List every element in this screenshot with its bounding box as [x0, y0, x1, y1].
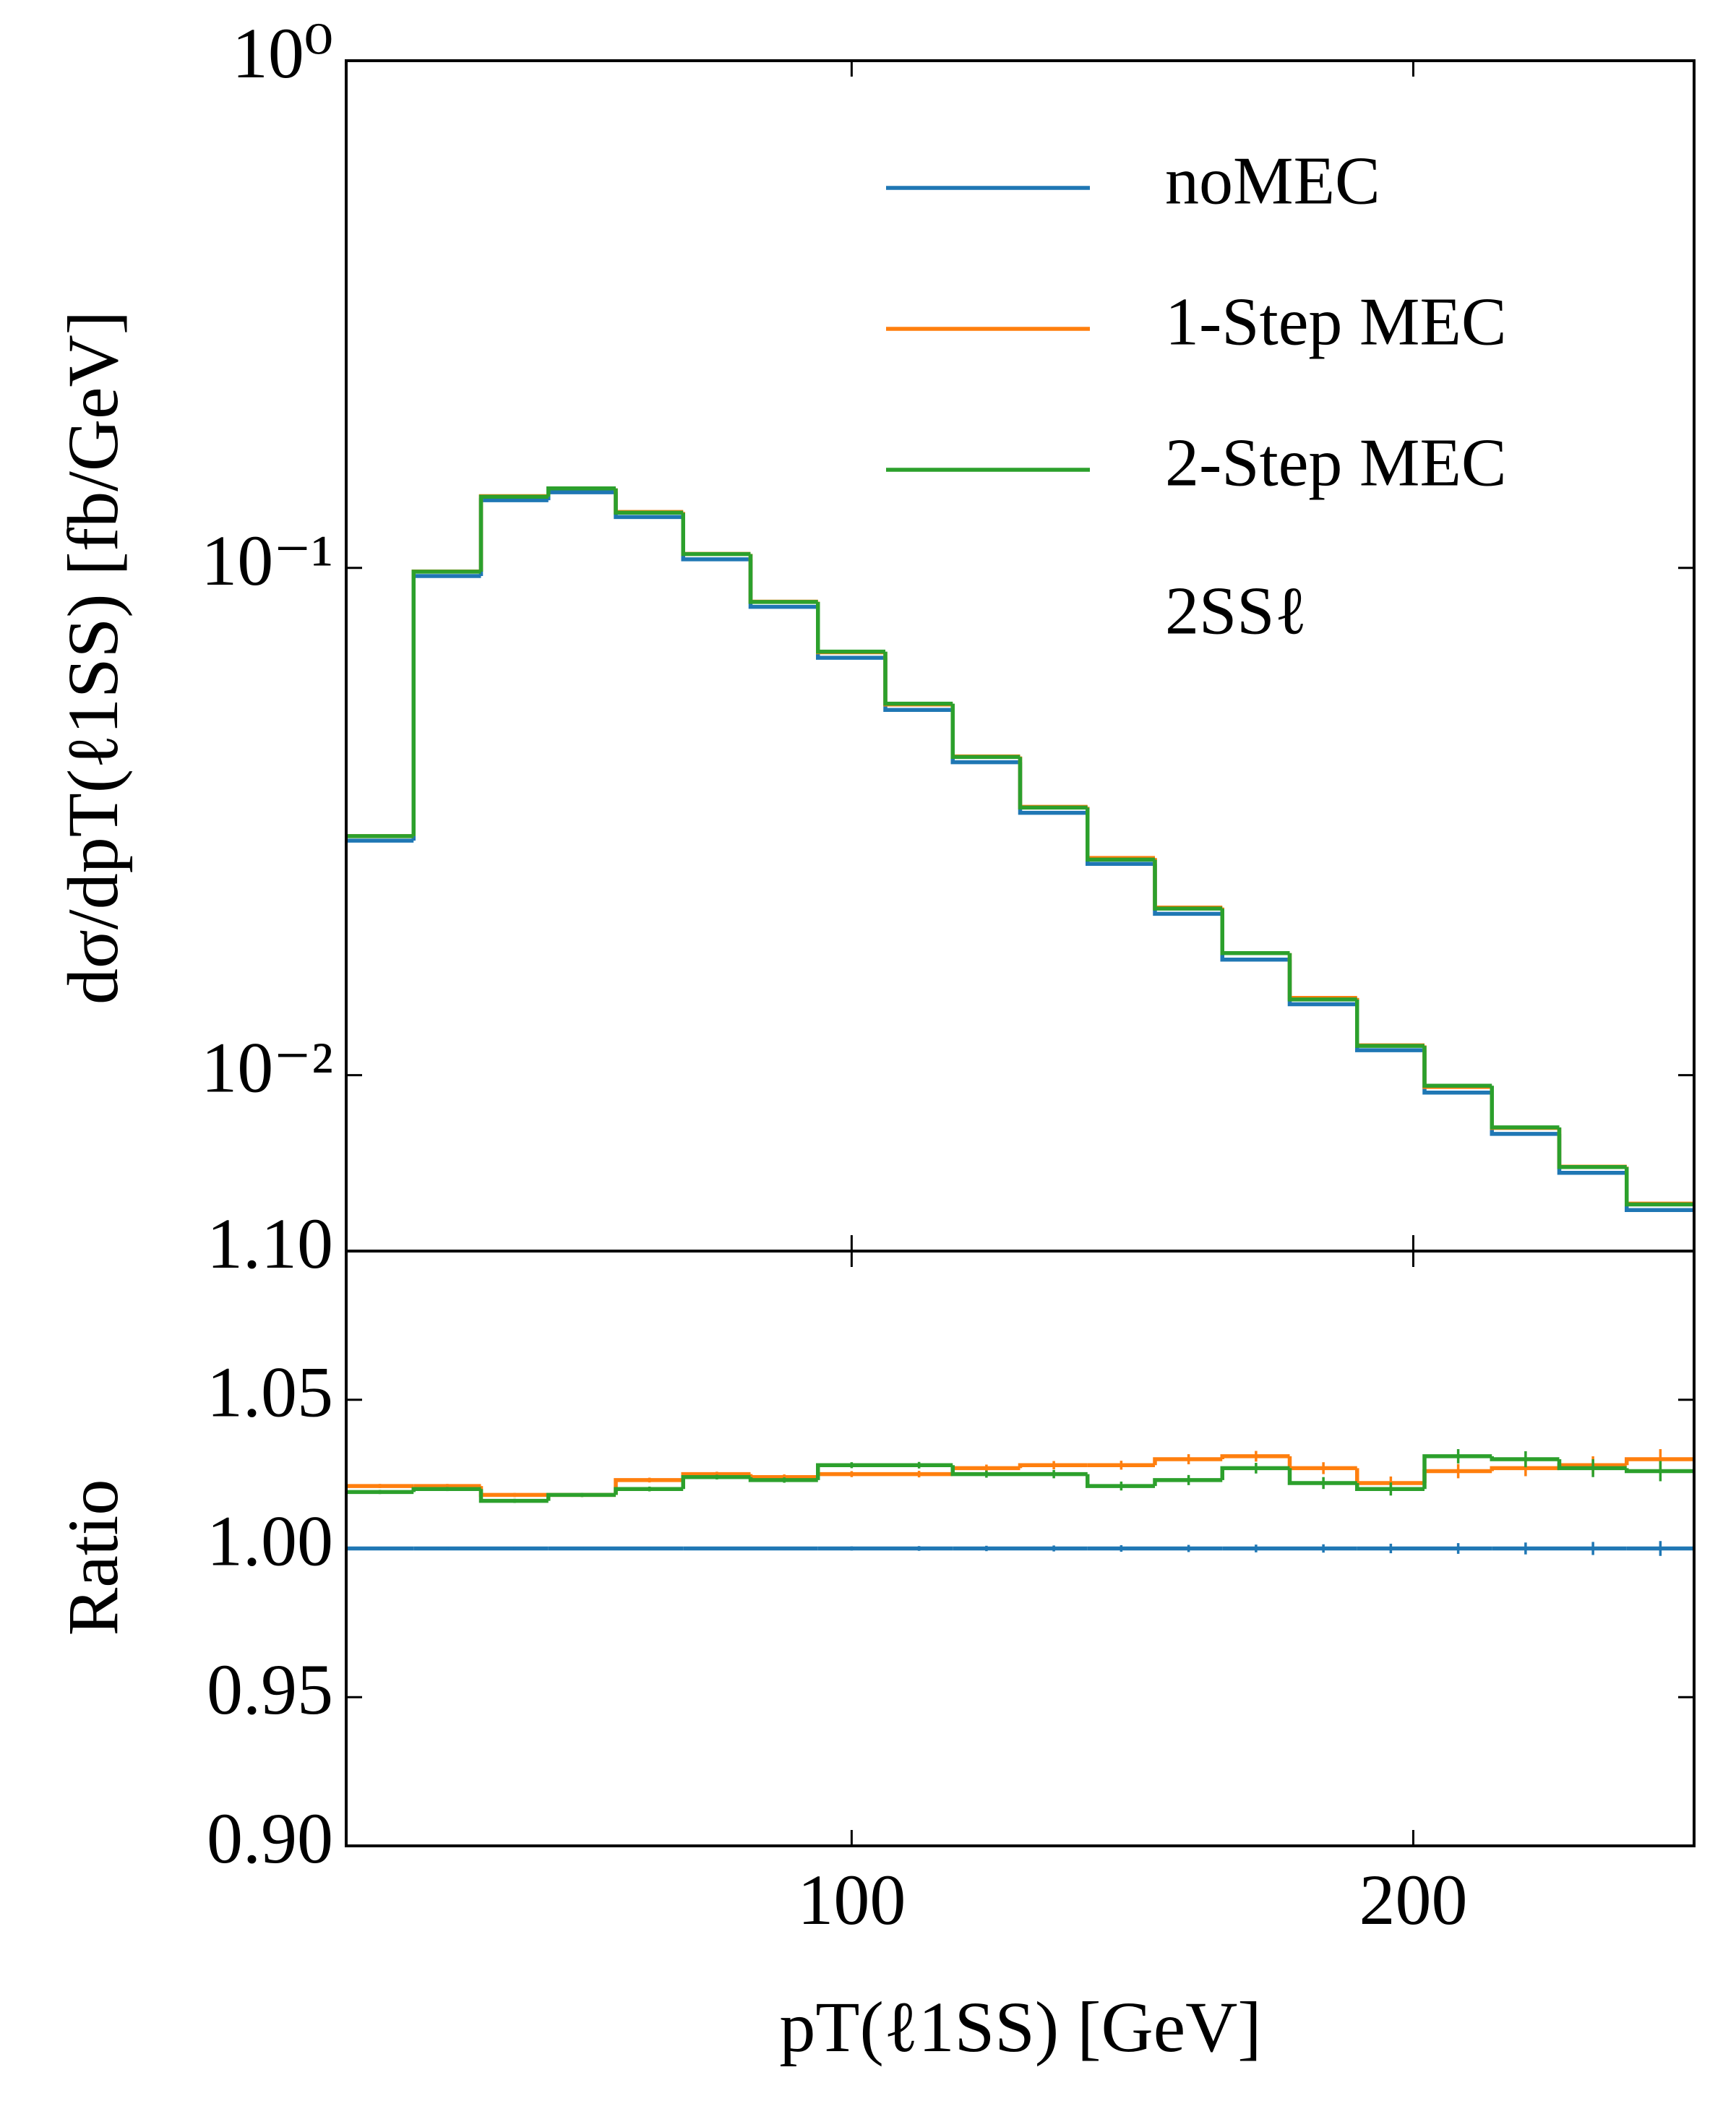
y-tick-label: 10⁻¹	[201, 520, 333, 601]
hist-step	[1557, 1459, 1627, 1471]
hist-step	[1422, 1046, 1492, 1088]
hist-step	[950, 704, 1020, 759]
hist-step	[1490, 1466, 1560, 1471]
legend-annotation: 2SSℓ	[1165, 574, 1307, 649]
hist-step	[1086, 807, 1155, 862]
hist-step	[1153, 1457, 1223, 1466]
hist-step	[1287, 953, 1357, 1000]
hist-step	[681, 512, 751, 557]
hist-step	[1287, 1468, 1357, 1485]
y-tick-label: 1.00	[207, 1500, 333, 1581]
y-tick-label: 1.05	[207, 1352, 333, 1432]
hist-step	[1355, 1004, 1425, 1052]
hist-step	[816, 601, 885, 655]
hist-step	[478, 1489, 549, 1503]
y-tick-label: 10⁻²	[201, 1028, 333, 1108]
hist-step	[411, 569, 481, 836]
hist-step	[1018, 1463, 1088, 1469]
hist-step	[883, 652, 953, 707]
hist-step	[1490, 1456, 1560, 1461]
hist-step	[1086, 807, 1155, 860]
y-tick-label: 0.95	[207, 1649, 333, 1730]
hist-step	[1422, 1045, 1492, 1089]
plot-frame	[345, 59, 1696, 1253]
hist-step	[950, 703, 1020, 760]
x-tick-label: 100	[797, 1860, 906, 1940]
hist-step	[411, 1487, 481, 1492]
hist-step	[1422, 1454, 1492, 1490]
hist-step	[1490, 1086, 1560, 1130]
x-axis-label: pT(ℓ1SS) [GeV]	[779, 1987, 1261, 2067]
legend-label: 2-Step MEC	[1165, 426, 1507, 501]
hist-step	[1220, 908, 1290, 955]
ratio-axis-label: Ratio	[53, 1479, 133, 1636]
hist-step	[1355, 1482, 1425, 1491]
y-tick-label: 10⁰	[232, 13, 333, 93]
hist-step	[1153, 858, 1223, 910]
hist-step	[1355, 997, 1425, 1048]
hist-step	[1625, 1166, 1694, 1207]
hist-step	[1625, 1457, 1694, 1466]
hist-step	[1625, 1166, 1694, 1206]
hist-step	[681, 1474, 751, 1490]
hist-step	[1557, 1127, 1627, 1169]
hist-step	[1490, 1086, 1560, 1130]
hist-step	[1220, 1466, 1290, 1480]
y-tick-label: 1.10	[207, 1203, 333, 1284]
hist-step	[1625, 1468, 1694, 1474]
hist-step	[1018, 756, 1088, 809]
hist-step	[816, 601, 885, 654]
hist-step	[1355, 999, 1425, 1048]
hist-step	[614, 488, 684, 515]
hist-step	[1153, 859, 1223, 911]
legend-label: 1-Step MEC	[1165, 285, 1507, 360]
hist-step	[748, 1477, 818, 1482]
hist-step	[1220, 1454, 1290, 1460]
y-axis-label: dσ/dpT(ℓ1SS) [fb/GeV]	[53, 311, 133, 1005]
y-tick-label: 0.90	[207, 1798, 333, 1878]
hist-step	[883, 651, 953, 706]
hist-step	[950, 1465, 1020, 1477]
hist-step	[748, 554, 818, 604]
hist-step	[950, 710, 1020, 765]
hist-step	[681, 512, 751, 557]
hist-step	[1086, 1474, 1155, 1488]
legend-label: noMEC	[1165, 144, 1380, 219]
hist-step	[546, 490, 616, 501]
plot-frame	[345, 1250, 1696, 1847]
hist-step	[478, 498, 549, 576]
hist-step	[1220, 907, 1290, 955]
hist-step	[816, 1463, 885, 1480]
hist-step	[1287, 953, 1357, 1002]
hist-step	[748, 554, 818, 604]
hist-step	[478, 494, 549, 572]
hist-step	[1018, 757, 1088, 810]
hist-step	[411, 570, 481, 836]
hist-step	[614, 488, 684, 515]
hist-step	[1557, 1127, 1627, 1169]
hist-step	[546, 1492, 616, 1501]
hist-step	[411, 574, 481, 841]
hist-step	[1153, 1478, 1223, 1487]
hist-step	[478, 494, 549, 572]
x-tick-label: 200	[1359, 1860, 1467, 1940]
hist-step	[546, 486, 616, 497]
hist-step	[614, 1487, 684, 1495]
